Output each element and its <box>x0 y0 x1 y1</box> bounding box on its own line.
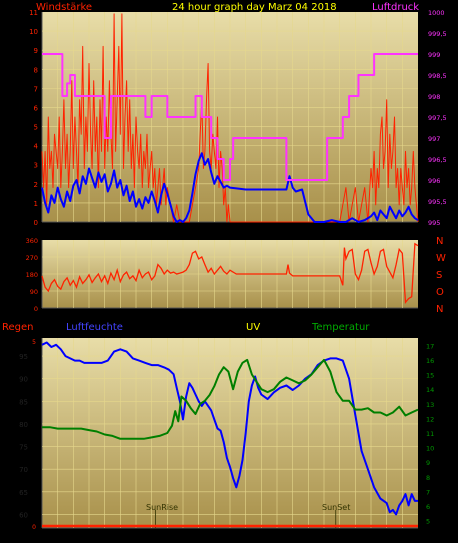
direction-tick-label: 0 <box>34 305 38 313</box>
direction-tick-label: 90 <box>30 288 38 296</box>
series-humidity <box>41 341 418 516</box>
wind-tick-label: 7 <box>34 85 38 93</box>
x-tick-label: 22 <box>382 225 391 233</box>
temperatur-label: Temperatur <box>311 322 370 333</box>
pressure-tick-label: 1000 <box>428 9 445 17</box>
wind-tick-label: 0 <box>34 219 38 227</box>
x-tick-label: 04 <box>100 225 109 233</box>
pressure-tick-label: 996 <box>428 177 440 185</box>
uv-label: UV <box>246 322 260 333</box>
regen-label: Regen <box>2 322 34 333</box>
x-tick-label: 20 <box>351 225 360 233</box>
temperature-tick-label: 10 <box>426 445 434 453</box>
x-tick-label: 12 <box>226 225 235 233</box>
temperature-tick-label: 8 <box>426 474 430 482</box>
wind-tick-label: 10 <box>29 28 38 36</box>
x-tick-label: 20 <box>351 531 360 539</box>
x-tick-label: 16 <box>288 531 297 539</box>
pressure-tick-label: 997,5 <box>428 114 447 122</box>
compass-label: N <box>436 236 443 247</box>
series-wind_speed <box>41 152 419 223</box>
compass-label: N <box>436 304 443 315</box>
x-tick-label: 00 <box>414 225 423 233</box>
temperature-tick-label: 14 <box>426 386 434 394</box>
wind-tick-label: 11 <box>29 9 38 17</box>
x-tick-label: 16 <box>288 225 297 233</box>
humidity-tick-label: 70 <box>19 466 28 474</box>
series-temperature <box>42 358 419 440</box>
wind-tick-label: 5 <box>34 124 38 132</box>
luftfeuchte-label: Luftfeuchte <box>66 322 123 333</box>
rain-tick-label: 0 <box>32 524 36 531</box>
x-tick-label: 14 <box>257 531 266 539</box>
humidity-tick-label: 60 <box>19 511 28 519</box>
humidity-tick-label: 65 <box>19 489 28 497</box>
pressure-tick-label: 998,5 <box>428 72 447 80</box>
wind-tick-label: 3 <box>34 162 38 170</box>
x-tick-label: 08 <box>163 531 172 539</box>
x-tick-label: 10 <box>194 531 203 539</box>
compass-label: O <box>436 287 444 298</box>
pressure-tick-label: 998 <box>428 93 440 101</box>
wind-tick-label: 6 <box>34 104 39 112</box>
series-pressure <box>42 53 418 181</box>
x-tick-label: 04 <box>100 531 109 539</box>
direction-tick-label: 180 <box>26 271 38 279</box>
temperature-tick-label: 9 <box>426 459 430 467</box>
x-tick-label: 14 <box>257 225 266 233</box>
temperature-tick-label: 13 <box>426 401 434 409</box>
direction-tick-label: 270 <box>26 254 38 262</box>
tick-labels: 02 04 06 08 10 12 14 16 18 20 22 000123456789101199… <box>19 9 447 539</box>
sunrise-label: SunRise <box>146 503 178 512</box>
wind-tick-label: 9 <box>34 47 38 55</box>
humidity-tick-label: 95 <box>19 353 28 361</box>
compass-label: S <box>436 270 442 281</box>
pressure-tick-label: 995 <box>428 219 440 227</box>
x-tick-label: 00 <box>414 531 423 539</box>
wind-tick-label: 8 <box>34 66 38 74</box>
temperature-tick-label: 11 <box>426 430 434 438</box>
x-tick-label: 08 <box>163 225 172 233</box>
temperature-tick-label: 12 <box>426 415 434 423</box>
x-tick-label: 02 <box>69 531 78 539</box>
x-tick-label: 12 <box>226 531 235 539</box>
x-tick-label: 18 <box>320 225 329 233</box>
humidity-tick-label: 90 <box>19 376 28 384</box>
temperature-tick-label: 7 <box>426 488 430 496</box>
humidity-tick-label: 85 <box>19 398 28 406</box>
luftdruck-label: Luftdruck <box>372 2 419 13</box>
series-gust <box>41 13 419 223</box>
temperature-tick-label: 6 <box>426 503 430 511</box>
wind-tick-label: 2 <box>34 181 38 189</box>
temperature-tick-label: 16 <box>426 357 434 365</box>
pressure-tick-label: 999 <box>428 51 440 59</box>
x-tick-label: 10 <box>194 225 203 233</box>
humidity-tick-label: 80 <box>19 421 28 429</box>
x-tick-label: 06 <box>132 531 141 539</box>
data-series <box>41 13 419 528</box>
series-direction <box>41 242 419 304</box>
temperature-tick-label: 17 <box>426 342 434 350</box>
pressure-tick-label: 997 <box>428 135 440 143</box>
x-tick-label: 22 <box>382 531 391 539</box>
sunset-label: SunSet <box>322 503 350 512</box>
wind-tick-label: 4 <box>34 143 39 151</box>
compass-label: W <box>436 253 446 264</box>
pressure-tick-label: 999,5 <box>428 30 447 38</box>
x-tick-label: 06 <box>132 225 141 233</box>
humidity-tick-label: 75 <box>19 444 28 452</box>
wind-tick-label: 1 <box>34 200 38 208</box>
x-tick-label: 02 <box>69 225 78 233</box>
direction-tick-label: 360 <box>26 237 38 245</box>
windstaerke-label: Windstärke <box>36 2 92 13</box>
temperature-tick-label: 5 <box>426 518 430 526</box>
x-tick-label: 18 <box>320 531 329 539</box>
rain-tick-label: 5 <box>32 339 36 346</box>
pressure-tick-label: 995,5 <box>428 198 447 206</box>
temperature-tick-label: 15 <box>426 372 434 380</box>
pressure-tick-label: 996,5 <box>428 156 447 164</box>
chart-title: 24 hour graph day Marz 04 2018 <box>172 2 337 13</box>
